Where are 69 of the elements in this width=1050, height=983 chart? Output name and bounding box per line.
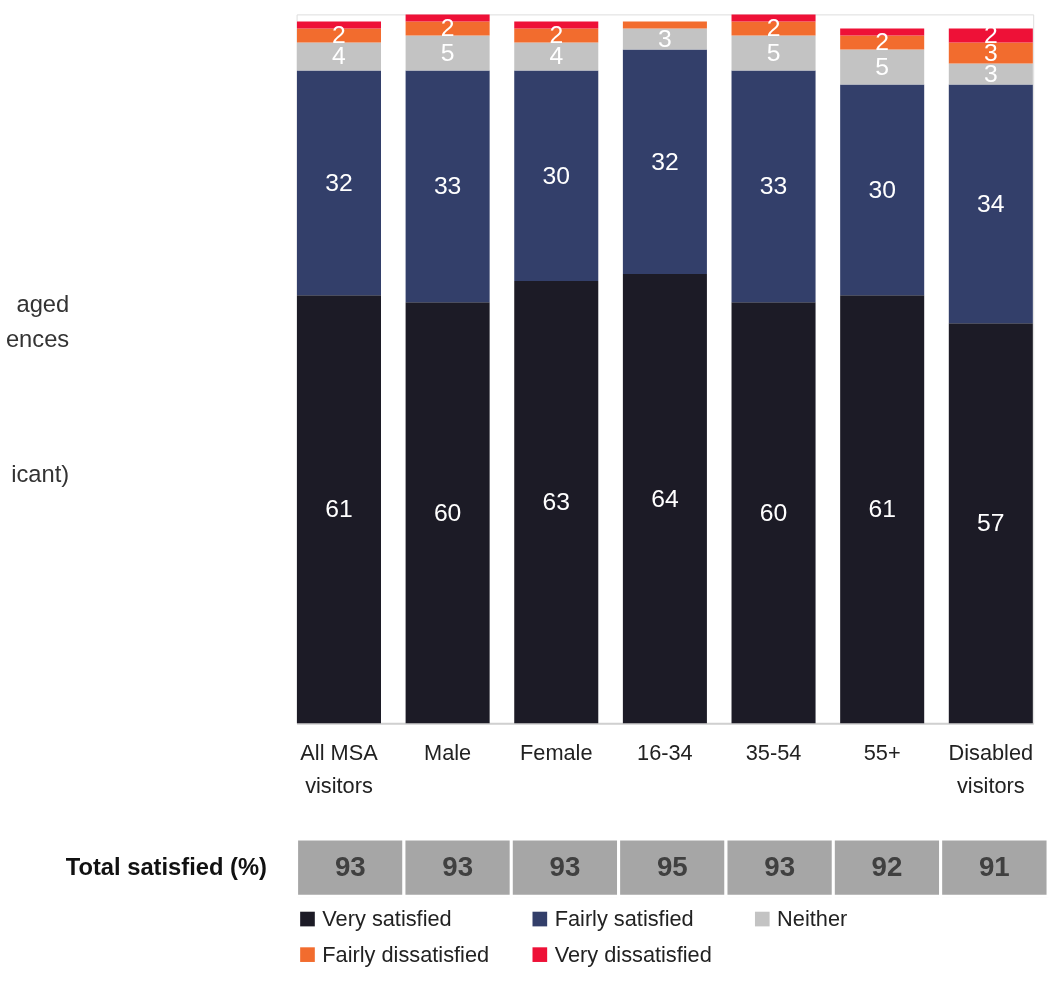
data-label: 33 [433,172,462,200]
text: 91 [978,850,1010,882]
bar [296,295,381,724]
bar [296,70,381,296]
bar [405,35,490,71]
legend-label: Fairly satisfied [554,905,694,931]
data-label: 30 [542,161,570,189]
x-tick-label: Female [520,740,593,766]
data-label: 33 [759,172,788,200]
bar [948,323,1033,724]
bar [514,42,599,71]
text: 92 [871,850,903,882]
x-tick-label: Male [424,740,472,766]
data-label: 63 [542,488,570,516]
text: 93 [442,850,474,882]
data-label: 32 [651,147,679,175]
text: 93 [334,850,366,882]
text: Total satisfied (%) [65,853,267,880]
x-tick-label: 16-34 [637,740,693,766]
bar [948,63,1033,85]
text: 93 [764,850,796,882]
data-label: 4 [332,42,347,70]
text: ences [5,326,70,353]
bar [622,49,707,275]
x-tick-label: All MSA visitors [300,740,379,798]
data-label: 30 [868,175,896,203]
text: 95 [656,850,688,882]
text: 93 [549,850,581,882]
bar [514,70,599,282]
bar [296,42,381,71]
text: aged [16,290,70,317]
legend-label: Neither [777,905,848,931]
bar [731,21,816,36]
data-label: 57 [977,509,1005,537]
x-tick-label: Disabled visitors [948,740,1034,798]
bar [948,84,1033,324]
bar [840,84,925,296]
data-label: 32 [325,168,353,196]
bar [622,28,707,50]
bar [840,295,925,724]
bar [840,35,925,50]
data-label: 60 [433,498,462,526]
bar [405,302,490,724]
bar [948,42,1033,64]
x-tick-label: 55+ [863,740,901,766]
bar [405,21,490,36]
bar [514,281,599,724]
bar [948,28,1033,43]
data-label: 60 [759,498,788,526]
bar [622,274,707,724]
legend-label: Very satisfied [322,905,452,931]
bar [840,49,925,85]
x-tick-label: 35-54 [745,740,802,766]
text: icant) [11,461,70,488]
data-label: 64 [651,484,679,512]
bar [514,28,599,43]
bar [622,21,707,29]
bar [731,302,816,724]
legend-label: Very dissatisfied [554,941,712,967]
bar [731,70,816,303]
bar [405,70,490,303]
data-label: 34 [977,189,1005,217]
data-label: 3 [658,24,672,52]
bar [296,28,381,43]
bar [731,35,816,71]
legend-label: Fairly dissatisfied [322,941,490,967]
data-label: 61 [325,495,353,523]
data-label: 61 [868,495,896,523]
data-label: 4 [549,42,564,70]
